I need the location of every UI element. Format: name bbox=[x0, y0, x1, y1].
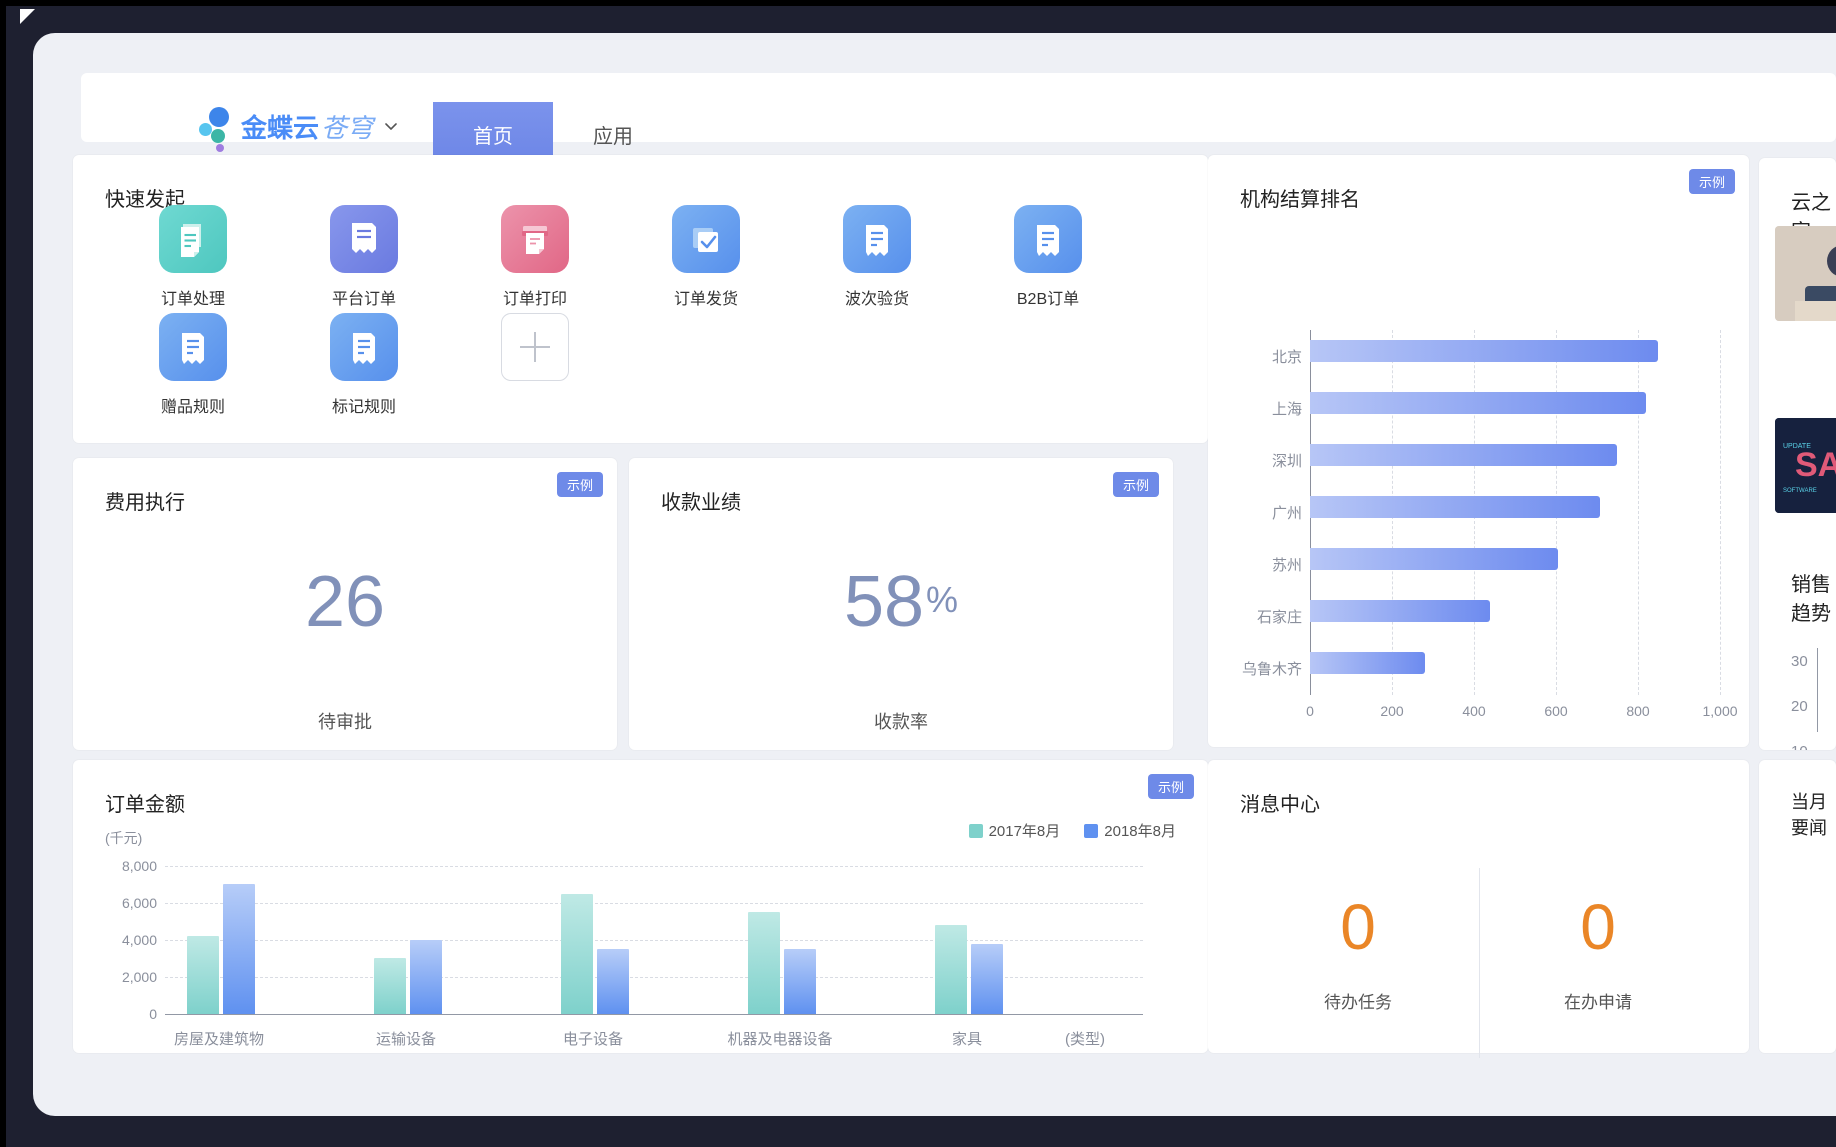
svg-text:SA: SA bbox=[1795, 446, 1836, 484]
svg-text:SOFTWARE: SOFTWARE bbox=[1783, 488, 1817, 494]
svg-text:UPDATE: UPDATE bbox=[1783, 443, 1811, 450]
